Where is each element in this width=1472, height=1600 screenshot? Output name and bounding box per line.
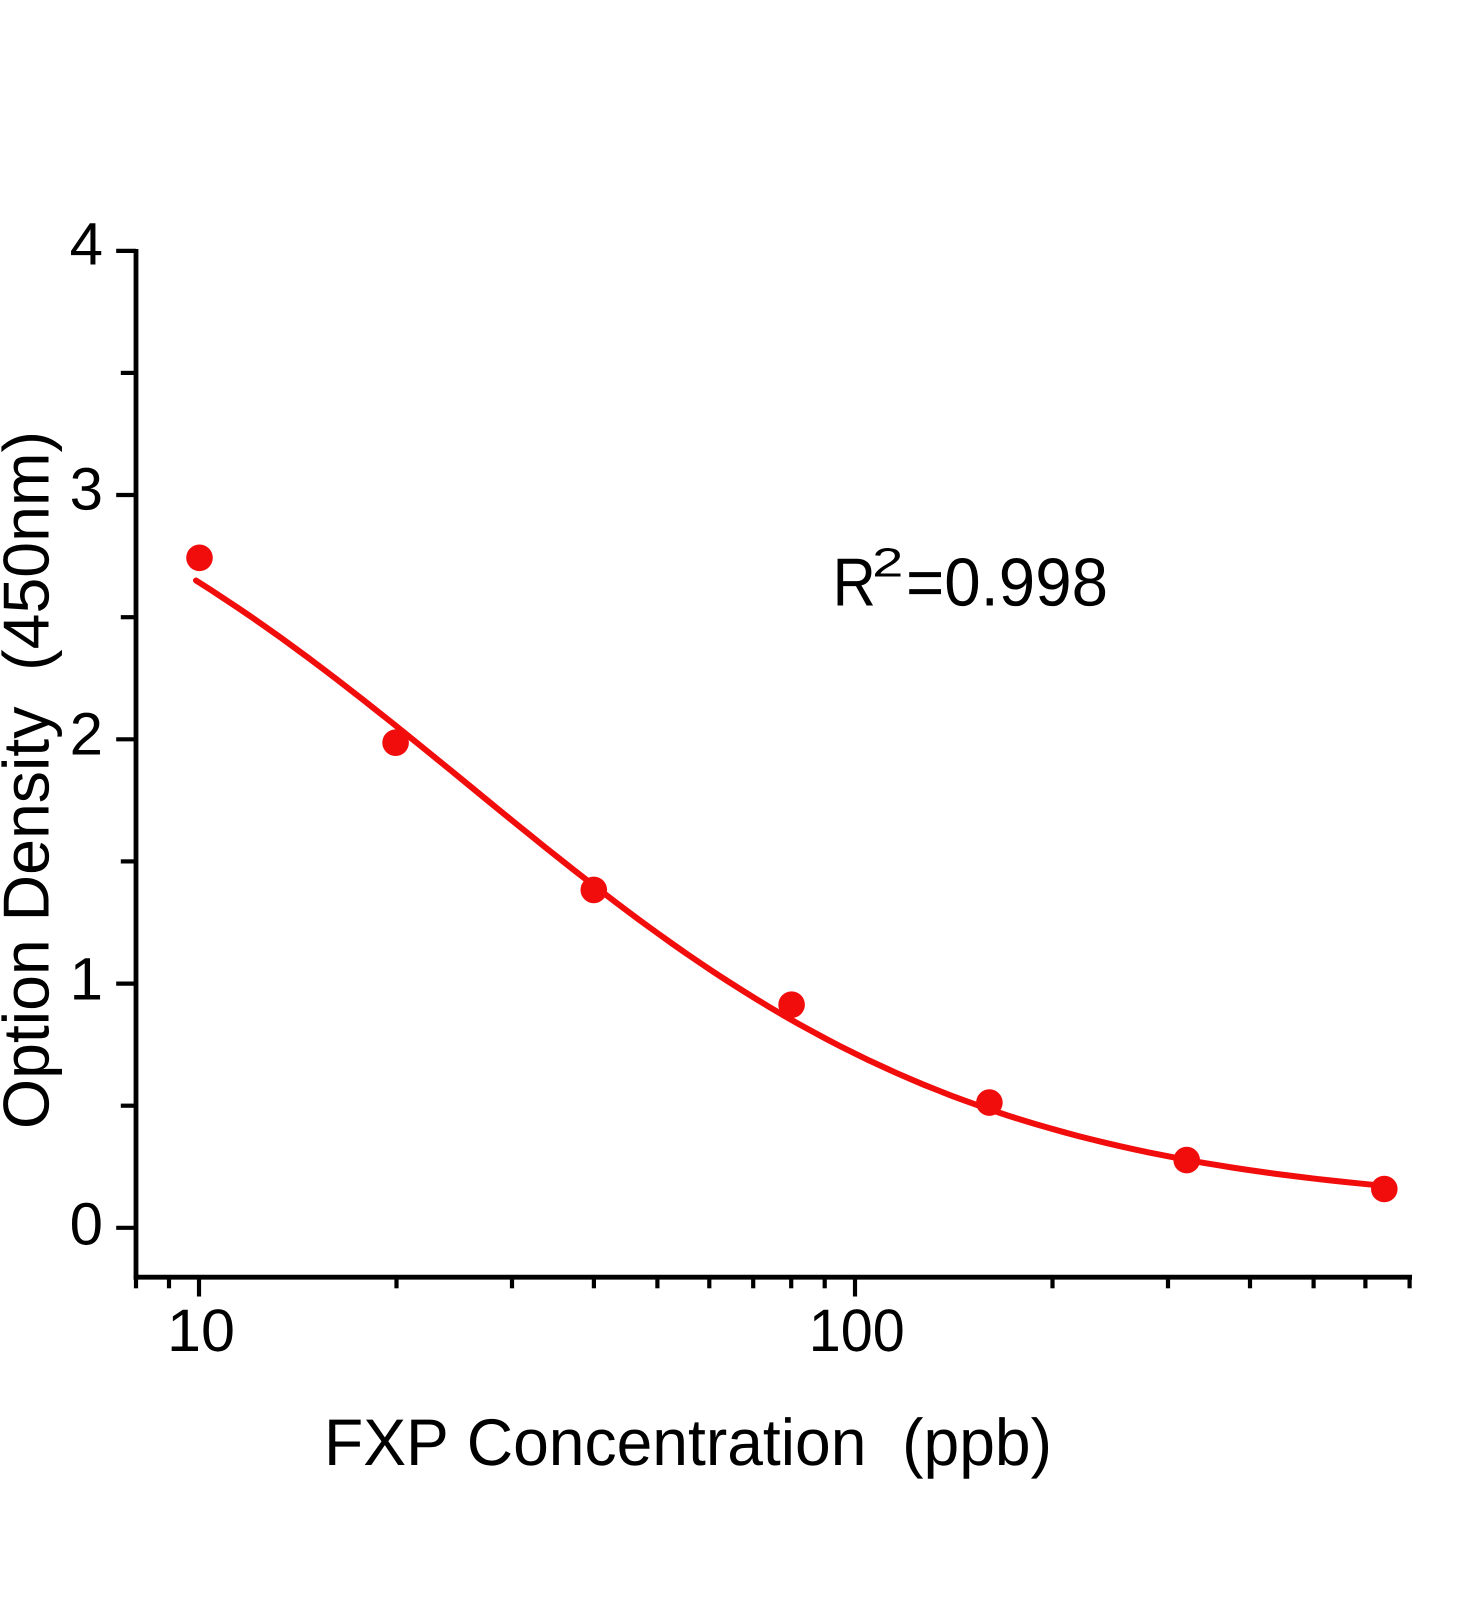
svg-text:=0.998: =0.998 <box>906 545 1108 621</box>
svg-text:0: 0 <box>70 1191 103 1258</box>
svg-text:1: 1 <box>70 946 103 1013</box>
svg-text:10: 10 <box>167 1297 235 1364</box>
svg-text:Option Density (450nm): Option Density (450nm) <box>0 431 63 1129</box>
svg-text:2: 2 <box>70 701 103 768</box>
svg-text:R: R <box>833 545 876 621</box>
svg-text:FXP Concentration (ppb): FXP Concentration (ppb) <box>324 1405 1052 1479</box>
svg-text:3: 3 <box>70 456 103 523</box>
svg-text:100: 100 <box>809 1297 905 1364</box>
svg-text:4: 4 <box>70 211 103 278</box>
